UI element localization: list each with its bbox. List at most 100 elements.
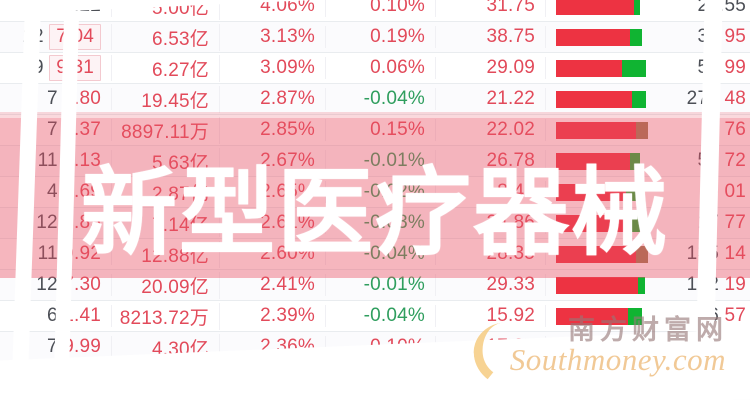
cell-distribution-bar (546, 307, 664, 325)
cell-change-percent: 3.09% (220, 57, 326, 79)
cell-market-cap: 135 14 (664, 243, 750, 265)
cell-amount: 20.09亿 (112, 271, 220, 299)
cell-change-percent: 4.06% (220, 0, 326, 17)
cell-amount: 19.45亿 (112, 85, 220, 113)
cell-amount: 6.27亿 (112, 54, 220, 82)
table-row[interactable]: 7 9.80 19.45亿 2.87% -0.04% 21.22 278 48 (0, 84, 750, 115)
cell-distribution-bar (546, 0, 664, 15)
distribution-bar (556, 245, 656, 263)
cell-price: 12 7.30 (0, 274, 112, 296)
cell-price-prefix: 6 (46, 305, 64, 326)
cell-change-percent: 2.41% (220, 274, 326, 296)
cell-turnover-percent: -0.01% (326, 367, 436, 389)
bar-segment-flat (636, 245, 648, 263)
cell-turnover-percent: 0.06% (326, 57, 436, 79)
cell-price-value: 1.41 (63, 305, 101, 326)
table-row[interactable]: 7 5.37 8897.11万 2.85% 0.15% 22.02 76 (0, 115, 750, 146)
bar-segment-down (628, 307, 642, 325)
cell-turnover-percent: 0.15% (326, 119, 436, 141)
table-row[interactable]: 554.18 35.18亿 2.29% -0.01% 12.40 432.32 (0, 363, 750, 394)
cell-market-cap: 24 60 (664, 336, 750, 358)
bar-segment-down (632, 90, 646, 108)
distribution-bar (556, 338, 656, 356)
cell-change-percent: 2.36% (220, 336, 326, 358)
table-row[interactable]: 12 6.85 7.14亿 2.61% -0.03% 24.86 17 77 (0, 208, 750, 239)
bar-segment-flat (636, 121, 648, 139)
cell-change-percent: 2.87% (220, 88, 326, 110)
bar-segment-up (556, 245, 636, 263)
cell-ratio: 28.35 (436, 243, 546, 265)
cell-ratio: 15.92 (436, 305, 546, 327)
cell-change-percent: 2.39% (220, 305, 326, 327)
distribution-bar (556, 90, 656, 108)
headline-title: 新型医疗器械 (81, 157, 669, 269)
cell-change-percent: 2.61% (220, 212, 326, 234)
cell-price: 7 9.99 (0, 336, 112, 358)
cell-turnover-percent: 0.10% (326, 336, 436, 358)
cell-market-cap: 57 99 (664, 57, 750, 79)
bar-segment-up (556, 214, 628, 232)
cell-price-value: 5.37 (63, 119, 101, 140)
distribution-bar (556, 307, 656, 325)
distribution-bar (556, 214, 656, 232)
cell-turnover-percent: 0.19% (326, 26, 436, 48)
table-row[interactable]: 814.22 5.00亿 4.06% 0.10% 31.75 23.55 (0, 0, 750, 22)
cell-amount: 4.30亿 (112, 333, 220, 361)
cell-ratio: 18.43 (436, 181, 546, 203)
cell-change-percent: 2.67% (220, 150, 326, 172)
cell-turnover-percent: -0.01% (326, 274, 436, 296)
bar-segment-up (556, 28, 630, 46)
cell-market-cap-prefix: 135 (686, 243, 725, 264)
table-row[interactable]: 9 9.31 6.27亿 3.09% 0.06% 29.09 57 99 (0, 53, 750, 84)
cell-price: 554.18 (0, 367, 112, 389)
cell-market-cap: 35 95 (664, 26, 750, 48)
cell-price: 814.22 (0, 0, 112, 17)
table-row[interactable]: 4 1.69 2.87亿 2.65% -0.02% 18.43 9 01 (0, 177, 750, 208)
cell-market-cap-value: 14 (724, 243, 746, 264)
table-row[interactable]: 7 9.99 4.30亿 2.36% 0.10% 17.07 24 60 (0, 332, 750, 363)
cell-change-percent: 2.29% (220, 367, 326, 389)
cell-distribution-bar (546, 245, 664, 263)
bar-segment-up (556, 59, 622, 77)
cell-market-cap-value: 72 (724, 150, 746, 171)
cell-price: 9 9.31 (0, 55, 112, 81)
cell-amount: 8897.11万 (112, 116, 220, 144)
cell-price-value: 7.04 (49, 24, 101, 50)
cell-change-percent: 2.85% (220, 119, 326, 141)
cell-market-cap-prefix: 35 (697, 26, 725, 47)
cell-turnover-percent: -0.04% (326, 305, 436, 327)
cell-price-value: 9.80 (63, 88, 101, 109)
bar-segment-down (630, 28, 642, 46)
cell-market-cap-value: 57 (724, 305, 746, 326)
bar-segment-down (622, 59, 646, 77)
bar-segment-down (630, 152, 640, 170)
cell-market-cap-value: 99 (724, 57, 746, 78)
bar-segment-up (556, 183, 626, 201)
cell-market-cap-value: 23.55 (697, 0, 746, 16)
cell-ratio: 21.22 (436, 88, 546, 110)
cell-amount: 7.14亿 (112, 209, 220, 237)
table-row[interactable]: 11 9.92 12.88亿 2.60% -0.04% 28.35 135 14 (0, 239, 750, 270)
cell-distribution-bar (546, 214, 664, 232)
table-row[interactable]: 12 7.04 6.53亿 3.13% 0.19% 38.75 35 95 (0, 22, 750, 53)
distribution-bar (556, 369, 656, 387)
cell-market-cap-prefix: 54 (697, 150, 725, 171)
cell-distribution-bar (546, 369, 664, 387)
cell-turnover-percent: -0.04% (326, 88, 436, 110)
cell-amount: 35.18亿 (112, 364, 220, 392)
table-row[interactable]: 6 1.41 8213.72万 2.39% -0.04% 15.92 6 57 (0, 301, 750, 332)
cell-market-cap: 278 48 (664, 88, 750, 110)
cell-distribution-bar (546, 183, 664, 201)
table-row[interactable]: 12 7.30 20.09亿 2.41% -0.01% 29.33 182 19 (0, 270, 750, 301)
cell-ratio: 24.86 (436, 212, 546, 234)
bar-segment-up (556, 369, 634, 387)
cell-price-prefix: 9 (32, 57, 50, 78)
cell-turnover-percent: -0.01% (326, 150, 436, 172)
cell-amount: 8213.72万 (112, 302, 220, 330)
cell-price: 6 1.41 (0, 305, 112, 327)
bar-segment-up (556, 121, 636, 139)
cell-market-cap-value: 432.32 (686, 367, 746, 388)
cell-price-value: 554.18 (41, 367, 101, 388)
distribution-bar (556, 121, 656, 139)
